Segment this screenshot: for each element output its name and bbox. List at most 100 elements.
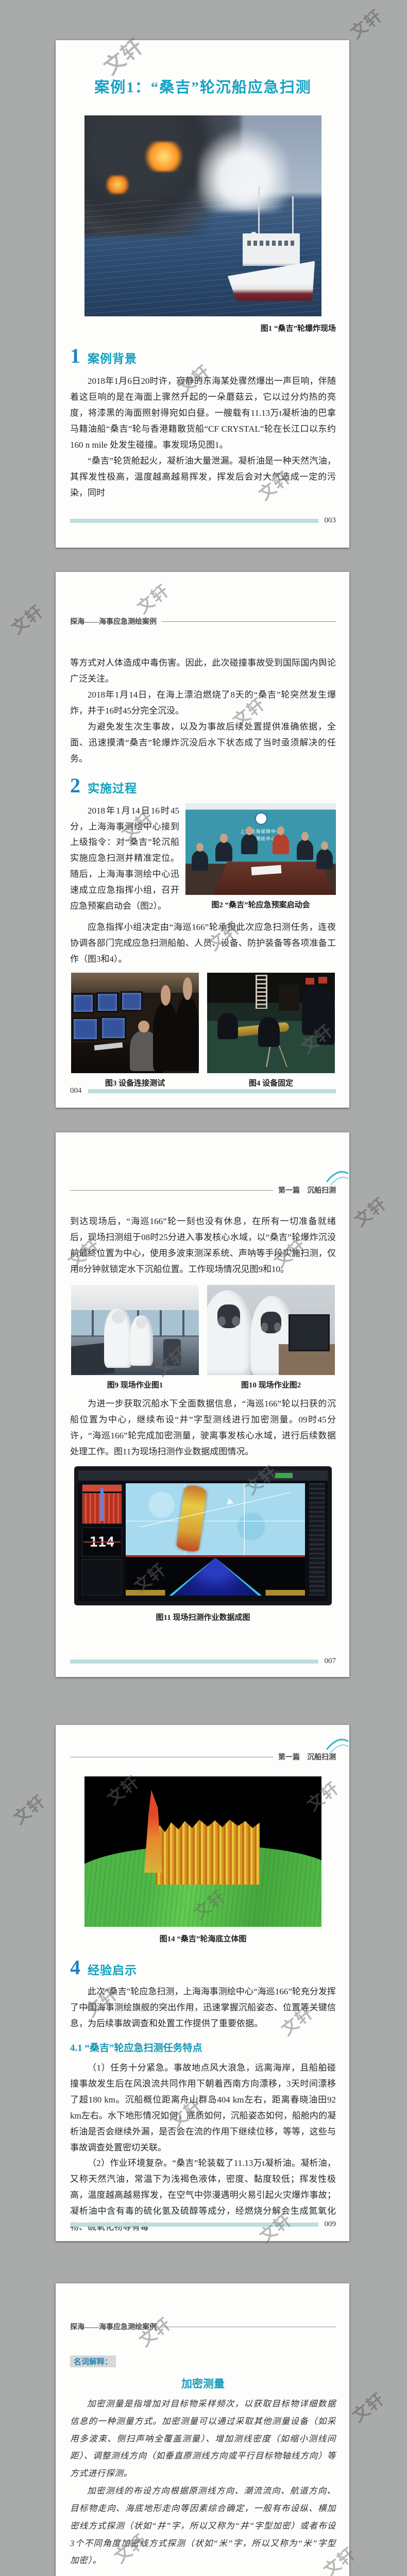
person-silhouette (316, 841, 333, 869)
running-header-text: 第一篇 沉船扫测 (278, 1187, 336, 1195)
person-silhouette (258, 1016, 280, 1047)
running-header-text: 第一篇 沉船扫测 (278, 1754, 336, 1761)
wall-text-line: 海事测绘中心 (245, 836, 276, 841)
person-silhouette-red-jacket (273, 826, 290, 855)
figure-1-caption: 图1 “桑吉”轮爆炸现场 (260, 325, 336, 333)
person-silhouette (191, 843, 208, 871)
figure-4-caption: 图4 设备固定 (248, 1079, 294, 1088)
section-4-heading: 4 经验启示 (70, 1957, 336, 1978)
white-steam-shape (198, 127, 289, 212)
figure-4-deck-photo (207, 972, 335, 1073)
person-silhouette (217, 1012, 238, 1039)
section-title: 实施过程 (88, 782, 137, 795)
running-header-odd: 第一篇 沉船扫测 (70, 1752, 336, 1762)
figure-11-caption: 图11 现场扫测作业数据成图 (156, 1613, 250, 1622)
figure-14-3d-seabed-image (84, 1776, 321, 1927)
term-box-1: 名词解释： 加密测量 加密测量是指增加对目标物采样频次，以获取目标物详细数据信息… (70, 2355, 336, 2569)
bathymetry-map-view (125, 1483, 306, 1555)
section-number: 2 (70, 773, 80, 797)
monitor (288, 1314, 330, 1352)
paragraph: 2018年1月14日16时45分，上海海事测绘中心接到上级指令：对“桑吉”轮沉船… (70, 805, 179, 911)
person-silhouette (152, 985, 179, 1072)
footer-bar (70, 518, 318, 523)
person-silhouette (297, 832, 314, 860)
ceiling-shape (71, 972, 199, 993)
section-1-heading: 1 案例背景 (70, 346, 336, 366)
page-012: 探海——海事应急测绘案例 名词解释： 加密测量 加密测量是指增加对目标物采样频次… (56, 2283, 349, 2576)
figure-9-block: 图9 现场作业图1 (71, 1284, 199, 1390)
page-004: 探海——海事应急测绘案例 等方式对人体造成中毒伤害。因此，此次碰撞事故受到国际国… (56, 572, 349, 1108)
monitor (73, 1019, 97, 1039)
page-009: 第一篇 沉船扫测 图14 “桑吉”轮海底立体图 4 经验启示 此次“桑吉”轮应急… (56, 1725, 349, 2241)
person-silhouette (176, 977, 199, 1072)
page-footer: 003 (70, 516, 336, 525)
running-header-even: 探海——海事应急测绘案例 (70, 616, 336, 626)
term-paragraph: 加密测量是指增加对目标物采样频次，以获取目标物详细数据信息的一种测量方式。加密测… (70, 2399, 336, 2479)
person-in-protective-suit (207, 1290, 253, 1375)
monitor (73, 994, 93, 1012)
running-header-text: 探海——海事应急测绘案例 (70, 2324, 157, 2331)
footer-bar (70, 2222, 318, 2227)
figure-2-block: 上海航海保障中心 海事测绘中心 图2 “桑吉”轮应急预案启动会 (185, 803, 336, 915)
page-number: 007 (324, 1657, 336, 1665)
figure-3-control-room-photo (71, 972, 199, 1073)
wave-decoration-icon (326, 1739, 349, 1753)
right-data-sidebar (309, 1483, 326, 1596)
header-rule (70, 1190, 273, 1191)
gas-mask (261, 1312, 281, 1334)
wreck-3d-shape (156, 1819, 260, 1885)
figure-4-block: 图4 设备固定 (207, 972, 335, 1088)
person-silhouette (317, 989, 335, 1045)
paragraph: 到达现场后，“海巡166”轮一刻也没有休息，在所有一切准备就绪后，现场扫测组于0… (70, 1216, 336, 1274)
watermark: 文轩 (10, 1791, 49, 1828)
ladder-shape (256, 974, 267, 1009)
paragraph: 此次“桑吉”轮应急扫测，上海海事测绘中心“海巡166”轮充分发挥了中国海事测绘旗… (70, 1987, 336, 2028)
page-007: 第一篇 沉船扫测 到达现场后，“海巡166”轮一刻也没有休息，在所有一切准备就绪… (56, 1132, 349, 1677)
running-header-text: 探海——海事应急测绘案例 (70, 618, 157, 626)
winch-shape (278, 985, 299, 1011)
ship-superstructure (243, 233, 300, 266)
figure-10-block: 图10 现场作业图2 (207, 1284, 335, 1390)
text-and-figure-row: 2018年1月14日16时45分，上海海事测绘中心接到上级指令：对“桑吉”轮沉船… (70, 803, 336, 915)
red-divider-bar (125, 1555, 306, 1557)
fire-glow-shape (144, 141, 184, 172)
patrol-ship-shape (222, 184, 317, 309)
running-header-even: 探海——海事应急测绘案例 (70, 2321, 336, 2332)
paragraph: （1）任务十分紧急。事故地点风大浪急，远离海岸，且船舶碰撞事故发生后在风浪流共同… (70, 2062, 336, 2153)
paragraph: 应急指挥小组决定由“海巡166”轮承担此次应急扫测任务，连夜协调各部门完成应急扫… (70, 922, 336, 964)
watermark: 文轩 (349, 2389, 388, 2426)
running-header-odd: 第一篇 沉船扫测 (70, 1185, 336, 1195)
wall-emblem (255, 812, 268, 826)
page-footer: 009 (70, 2220, 336, 2229)
section-title: 案例背景 (88, 352, 137, 365)
case-title: 案例1：“桑吉”轮沉船应急扫测 (94, 79, 312, 96)
figure-3-block: 图3 设备连接测试 (71, 972, 199, 1088)
figure-9-bridge-photo (71, 1284, 199, 1375)
depth-value: 114 (89, 1534, 115, 1550)
monitor (122, 992, 142, 1010)
red-equipment-box (305, 977, 315, 985)
figure-9-caption: 图9 现场作业图1 (107, 1381, 163, 1389)
figure-14-caption: 图14 “桑吉”轮海底立体图 (159, 1935, 247, 1943)
wall-text-line: 上海航海保障中心 (240, 829, 281, 835)
footer-bar (88, 1089, 336, 1093)
figure-11-sonar-monitor-photo: 114 (74, 1466, 332, 1605)
paragraph: “桑吉”轮货舱起火，凝析油大量泄漏。凝析油是一种天然汽油，其挥发性极高，温度越高… (70, 455, 336, 498)
section-number: 4 (70, 1956, 80, 1979)
figures-3-4-row: 图3 设备连接测试 图4 设备固定 (70, 972, 336, 1088)
chair-shape (163, 1338, 181, 1366)
term-paragraph: 加密测线的布设方向根据原测线方向、潮流流向、航道方向、目标物走向、海底地形走向等… (70, 2486, 336, 2566)
paragraph: 等方式对人体造成中毒伤害。因此，此次碰撞事故受到国际国内舆论广泛关注。 (70, 658, 336, 684)
figure-2-meeting-photo: 上海航海保障中心 海事测绘中心 (185, 803, 336, 895)
section-number: 1 (70, 344, 80, 367)
subsection-4-1-heading: 4.1 “桑吉”轮应急扫测任务特点 (70, 2042, 202, 2054)
wall-text: 上海航海保障中心 海事测绘中心 (213, 828, 309, 842)
watermark: 文轩 (8, 601, 47, 638)
ship-mast (258, 186, 260, 236)
ship-hull (227, 261, 315, 301)
footer-bar (70, 1659, 318, 1664)
page-number: 009 (324, 2220, 336, 2228)
person-silhouette (241, 826, 258, 855)
seafloor-return-strip (125, 1589, 306, 1596)
